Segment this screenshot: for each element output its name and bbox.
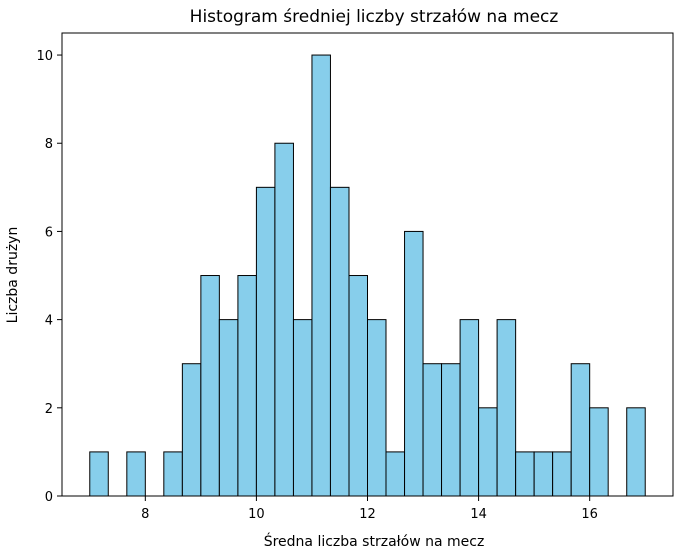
x-axis-ticks: 8 10 12 14 16 bbox=[141, 496, 598, 522]
histogram-bar bbox=[441, 363, 461, 497]
histogram-bar bbox=[218, 319, 239, 497]
histogram-bar bbox=[385, 451, 406, 497]
x-tick-label: 14 bbox=[470, 507, 487, 522]
histogram-bar bbox=[404, 230, 424, 497]
x-tick-label: 12 bbox=[359, 507, 376, 522]
x-tick-label: 10 bbox=[248, 507, 265, 522]
y-tick-label: 0 bbox=[45, 490, 53, 505]
histogram-bar bbox=[515, 451, 535, 497]
histogram-bar bbox=[255, 186, 276, 497]
histogram-bar bbox=[367, 319, 387, 497]
histogram-bar bbox=[89, 451, 109, 497]
x-tick-label: 16 bbox=[581, 507, 598, 522]
histogram-bar bbox=[292, 319, 313, 497]
histogram-bar bbox=[626, 407, 646, 497]
histogram-bar bbox=[181, 363, 202, 497]
y-tick-label: 4 bbox=[45, 314, 53, 329]
histogram-bar bbox=[533, 451, 554, 497]
plot-frame bbox=[61, 32, 674, 497]
y-tick-label: 6 bbox=[45, 225, 53, 240]
y-axis-ticks: 0 2 4 6 8 10 bbox=[36, 49, 62, 505]
histogram-bar bbox=[552, 451, 572, 497]
histogram-bar bbox=[311, 54, 331, 497]
histogram-bar bbox=[163, 451, 183, 497]
histogram-bar bbox=[126, 451, 146, 497]
x-axis-label: Średna liczba strzałów na mecz bbox=[264, 532, 485, 550]
chart-title: Histogram średniej liczby strzałów na me… bbox=[190, 7, 559, 27]
histogram-bar bbox=[478, 407, 498, 497]
y-axis-label: Liczba drużyn bbox=[5, 227, 21, 324]
histogram-bar bbox=[459, 319, 480, 497]
histogram-bar bbox=[589, 407, 609, 497]
bars-group bbox=[89, 54, 646, 497]
histogram-bar bbox=[570, 363, 591, 497]
y-tick-label: 10 bbox=[36, 49, 53, 64]
histogram-bar bbox=[496, 319, 517, 497]
x-tick-label: 8 bbox=[141, 507, 149, 522]
histogram-bar bbox=[422, 363, 443, 497]
histogram-bar bbox=[200, 275, 220, 497]
y-tick-label: 8 bbox=[45, 137, 53, 152]
y-tick-label: 2 bbox=[45, 402, 53, 417]
histogram-bar bbox=[237, 275, 257, 497]
histogram-bar bbox=[274, 142, 294, 497]
histogram-bar bbox=[329, 186, 350, 497]
histogram-bar bbox=[348, 275, 368, 497]
